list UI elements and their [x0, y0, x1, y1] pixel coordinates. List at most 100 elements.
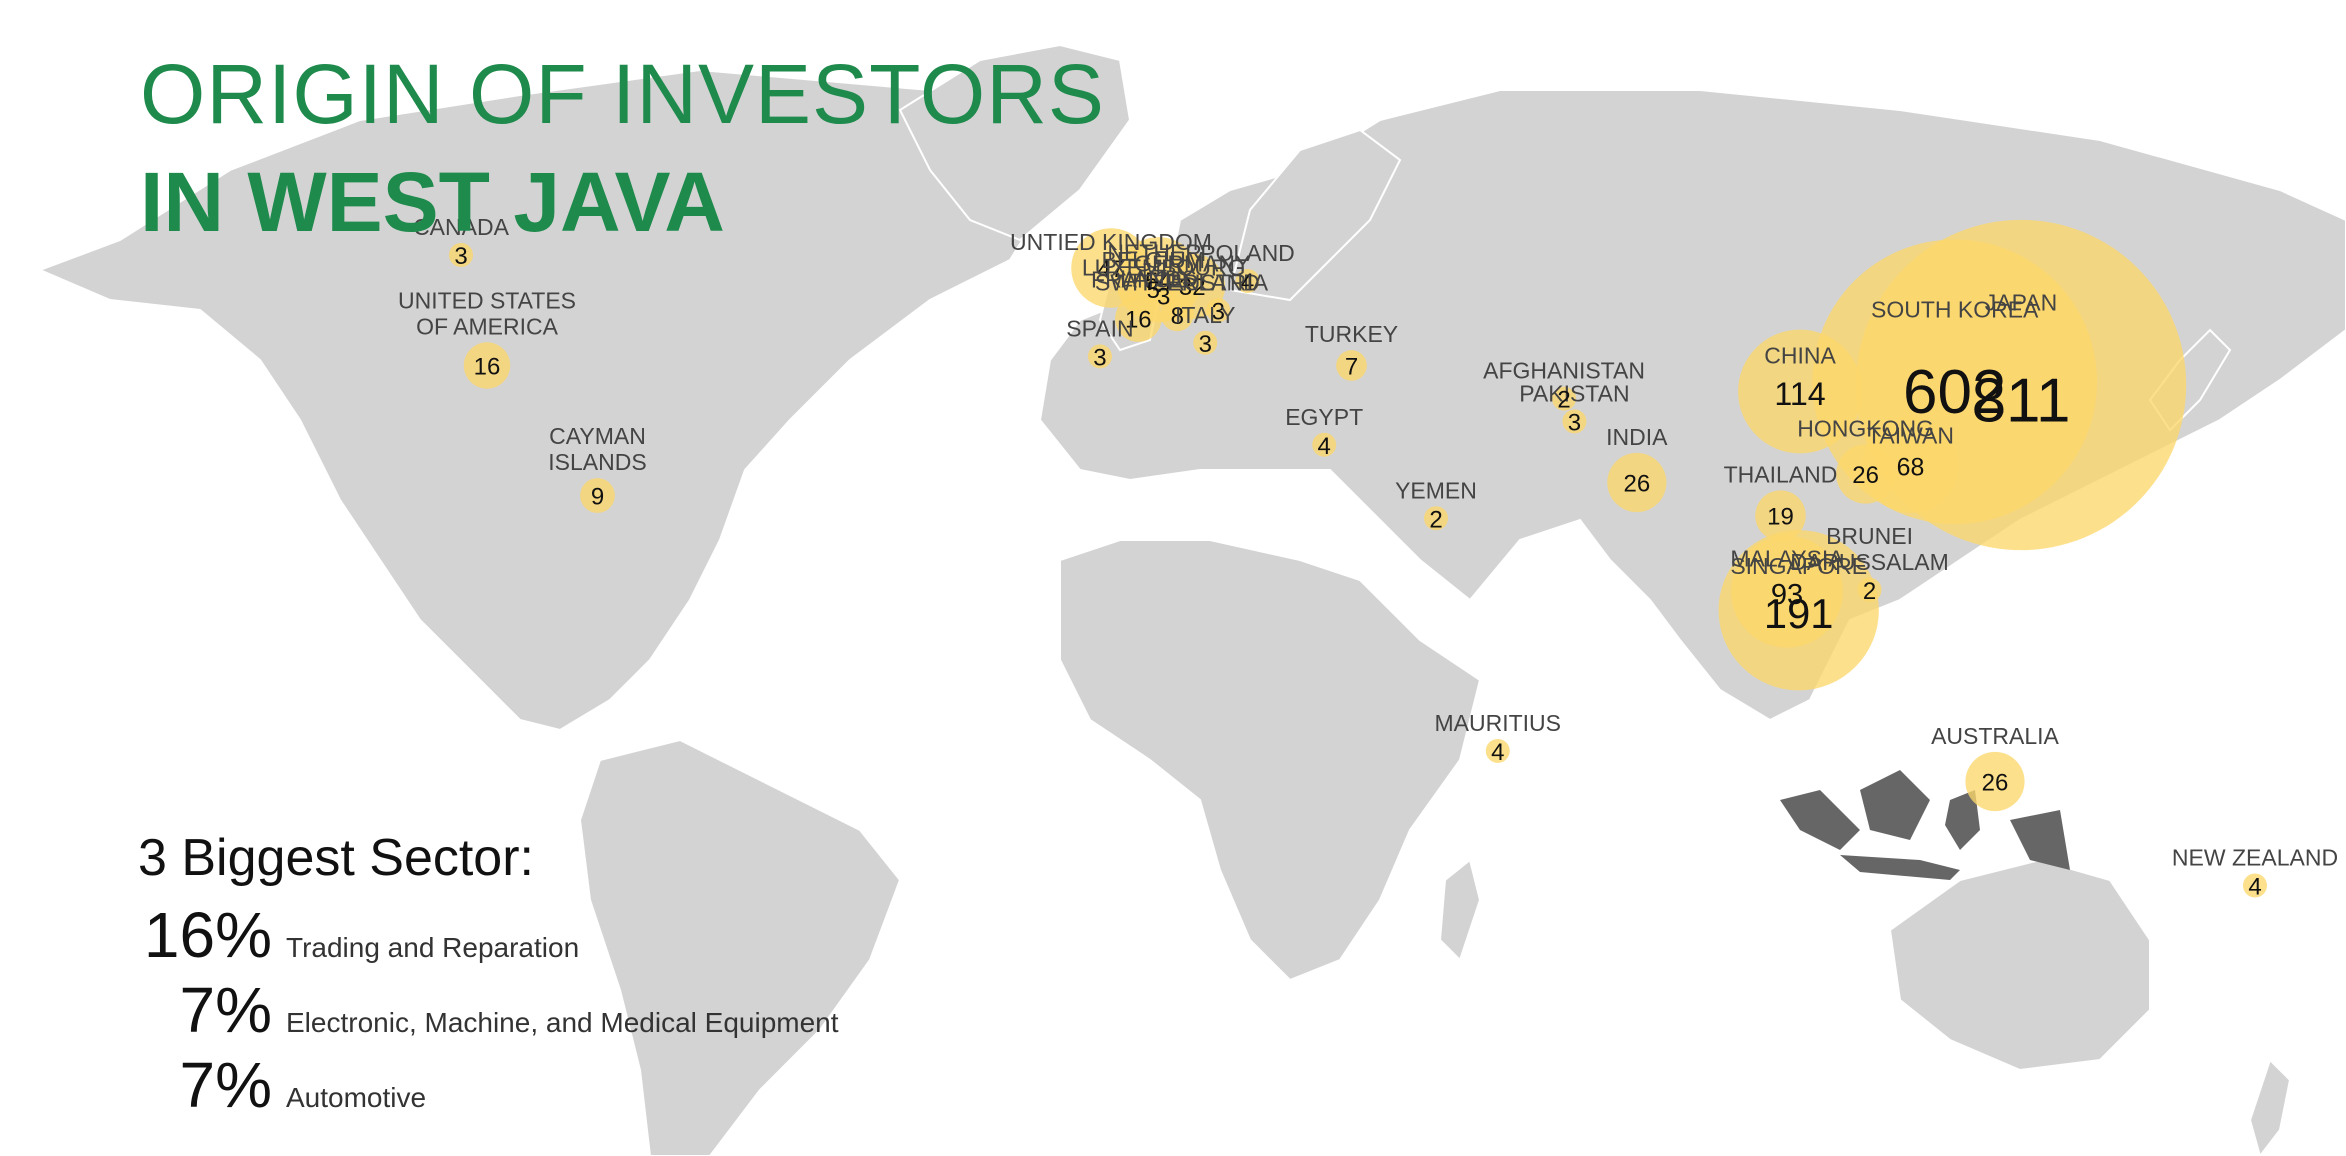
country-label-hongkong: HONGKONG	[1797, 415, 1934, 441]
bubble-italy	[1193, 330, 1218, 355]
sector-row: 16% Trading and Reparation	[134, 898, 839, 973]
value-label-united-states-of-america: 16	[474, 354, 501, 381]
country-label-singapore: SINGAPORE	[1730, 553, 1867, 579]
country-label-egypt: EGYPT	[1285, 404, 1363, 430]
value-label-germany: 32	[1179, 274, 1206, 301]
country-label-taiwan: TAIWAN	[1867, 422, 1954, 448]
country-label-untied-kingdom: UNTIED KINGDOM	[1010, 229, 1212, 255]
value-label-luxembourg: 3	[1157, 283, 1170, 310]
bubble-new-zealand	[2243, 873, 2267, 898]
bubble-china	[1738, 329, 1862, 454]
indonesia-java	[1840, 855, 1960, 880]
country-label-united-states-of-america: UNITED STATES OF AMERICA	[398, 287, 576, 339]
investor-bubbles	[449, 219, 2267, 898]
value-label-poland: 4	[1241, 269, 1254, 296]
country-label-belgium: BELGIUM	[1101, 247, 1205, 273]
sector-percent: 16%	[143, 899, 272, 971]
country-label-south-korea: SOUTH KOREA	[1871, 297, 2039, 323]
landmass-africa	[1059, 539, 1482, 982]
value-label-belgium: 5	[1147, 277, 1160, 304]
country-label-germany: GERMANY	[1134, 250, 1250, 276]
landmass-madagascar	[1438, 858, 1482, 962]
value-label-afghanistan: 2	[1557, 387, 1570, 414]
country-label-switzerland: SWITZERLAND	[1095, 269, 1260, 295]
bubble-pakistan	[1562, 409, 1587, 434]
value-label-singapore: 191	[1764, 590, 1834, 637]
bubble-hongkong	[1836, 444, 1896, 504]
country-label-spain: SPAIN	[1066, 315, 1133, 341]
bubble-afghanistan	[1552, 386, 1577, 411]
value-label-italy: 3	[1199, 331, 1212, 358]
country-label-france: FRANCE	[1091, 267, 1186, 293]
value-label-nether-lands: 54	[1145, 268, 1172, 295]
country-label-australia: AUSTRALIA	[1931, 723, 2059, 749]
indonesia-sulawesi	[1945, 790, 1980, 850]
country-label-afghanistan: AFGHANISTAN	[1483, 358, 1645, 384]
bubble-turkey	[1336, 350, 1367, 381]
sector-name: Trading and Reparation	[286, 932, 580, 963]
sector-percent: 7%	[179, 974, 273, 1046]
value-label-cayman-islands: 9	[591, 484, 604, 511]
sectors-title: 3 Biggest Sector:	[138, 829, 534, 887]
country-label-pakistan: PAKISTAN	[1519, 380, 1629, 406]
value-label-taiwan: 68	[1897, 453, 1925, 481]
value-label-australia: 26	[1982, 770, 2009, 797]
bubble-spain	[1087, 344, 1112, 369]
bubble-canada	[449, 243, 473, 267]
country-label-new-zealand: NEW ZEALAND	[2172, 845, 2338, 871]
value-label-spain: 3	[1093, 344, 1106, 371]
sector-row: 7% Electronic, Machine, and Medical Equi…	[134, 973, 839, 1048]
bubble-india	[1607, 452, 1667, 513]
landmass-australia	[1888, 858, 2151, 1072]
value-label-china: 114	[1774, 376, 1825, 412]
value-label-malaysia: 93	[1771, 579, 1803, 611]
bubble-yemen	[1424, 506, 1448, 531]
value-label-turkey: 7	[1345, 354, 1358, 381]
country-label-canada: CANADA	[413, 214, 510, 240]
bubble-untied-kingdom	[1071, 228, 1151, 308]
indonesia-region	[1780, 770, 2070, 880]
country-label-poland: POLAND	[1200, 240, 1295, 266]
indonesia-papua	[2010, 810, 2070, 870]
bubble-luxembourg	[1151, 283, 1176, 308]
title-line-2: IN WEST JAVA	[140, 155, 725, 249]
bubble-cayman-islands	[580, 478, 615, 513]
country-label-brunei-darussalam: BRUNEI DARUSSALAM	[1790, 523, 1948, 575]
value-label-hongkong: 26	[1852, 462, 1879, 489]
country-label-japan: JAPAN	[1985, 290, 2057, 316]
country-label-mauritius: MAURITIUS	[1435, 710, 1562, 736]
bubble-brunei-darussalam	[1857, 577, 1882, 602]
value-label-switzerland: 8	[1171, 303, 1184, 330]
value-label-japan: 811	[1972, 366, 2071, 435]
value-label-thailand: 19	[1767, 504, 1794, 531]
bubble-austria	[1206, 298, 1231, 323]
value-label-egypt: 4	[1318, 433, 1331, 460]
sector-row: 7% Automotive	[134, 1048, 839, 1123]
indonesia-sumatra	[1780, 790, 1860, 850]
bubble-switzerland	[1160, 298, 1194, 332]
bubble-poland	[1235, 269, 1260, 293]
landmass-scandinavia	[1228, 128, 1402, 302]
country-label-china: CHINA	[1764, 343, 1836, 369]
landmass-new-zealand	[2248, 1058, 2292, 1156]
value-label-yemen: 2	[1429, 506, 1442, 533]
value-label-mauritius: 4	[1491, 739, 1504, 766]
country-label-italy: ITALY	[1175, 302, 1236, 328]
value-label-brunei-darussalam: 2	[1863, 578, 1876, 605]
sector-percent: 7%	[179, 1049, 273, 1121]
country-label-luxembourg: LUXEMBOURG	[1082, 254, 1246, 280]
bubble-egypt	[1312, 432, 1337, 457]
value-label-france: 16	[1125, 307, 1152, 334]
country-label-yemen: YEMEN	[1395, 477, 1477, 503]
bubble-mauritius	[1485, 738, 1510, 763]
bubble-united-states-of-america	[463, 342, 511, 389]
value-label-austria: 3	[1212, 298, 1225, 325]
indonesia-borneo	[1860, 770, 1930, 840]
country-label-austria: AUSTRIA	[1168, 269, 1268, 295]
value-label-untied-kingdom: 47	[1098, 256, 1125, 283]
investor-bubble-labels: 811 JAPAN 602 SOUTH KOREA 191 SINGAPORE 114 CHI…	[398, 214, 2338, 901]
country-label-nether-lands: NETHER-LANDS	[1107, 240, 1209, 292]
country-label-thailand: THAILAND	[1724, 461, 1838, 487]
country-label-india: INDIA	[1606, 424, 1668, 450]
